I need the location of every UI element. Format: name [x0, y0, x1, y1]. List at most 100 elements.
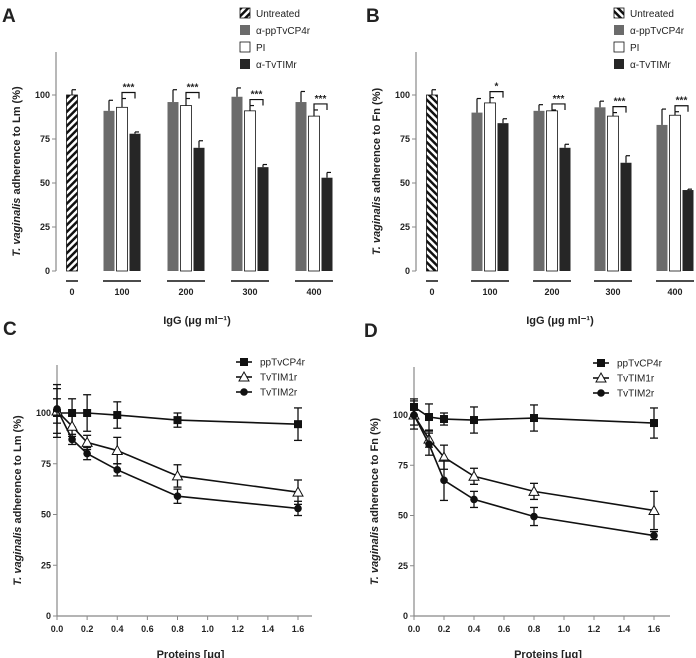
- panel-c: C 0 25 50 75 100 T. vaginalis adherence to Lm …: [3, 319, 312, 658]
- bar-tim: [682, 190, 694, 271]
- marker-square: [83, 409, 92, 417]
- marker-circle: [294, 504, 302, 513]
- marker-circle: [530, 512, 538, 521]
- series-tvtim2r: [410, 400, 658, 541]
- legend-swatch: [239, 7, 251, 19]
- panel-a: A 0 25 50 75 100 T. vaginalis adherence to Lm …: [2, 6, 333, 327]
- marker-circle: [68, 435, 76, 444]
- marker-triangle: [111, 444, 124, 456]
- x-tick-label: 0.8: [528, 624, 541, 634]
- x-tick-label: 0: [429, 287, 434, 297]
- marker-square: [173, 416, 182, 425]
- bar-pi: [546, 110, 558, 272]
- significance-bracket: [551, 103, 566, 110]
- marker-square: [425, 413, 433, 422]
- significance-bracket: [612, 106, 627, 113]
- x-tick-label: 1.2: [588, 624, 601, 634]
- bar-cp4: [471, 112, 483, 271]
- panel-d: D 0 25 50 75 100 T. vaginalis adherence to Fn …: [364, 321, 670, 658]
- bar-cp4: [656, 124, 668, 271]
- legend-swatch: [239, 41, 251, 53]
- x-tick-label: 200: [178, 287, 193, 297]
- bar-pi: [308, 115, 320, 272]
- bar-tim: [257, 167, 269, 271]
- bar-cp4: [594, 107, 606, 271]
- x-axis-label: IgG (μg ml⁻¹): [526, 315, 594, 327]
- x-tick-label: 0.4: [468, 624, 481, 634]
- y-axis-label-rest: adherence to Fn (%): [371, 88, 383, 197]
- significance-label: ***: [676, 96, 688, 107]
- x-tick-label: 300: [605, 287, 620, 297]
- marker-triangle: [81, 436, 93, 447]
- series-line: [413, 414, 655, 512]
- series-pptvcp4r: [410, 398, 658, 439]
- y-axis-label-italic: T. vaginalis: [12, 527, 24, 586]
- legend-label: ppTvCP4r: [260, 358, 306, 369]
- bar-cp4: [231, 96, 243, 271]
- x-tick-label: 100: [482, 287, 497, 297]
- panel-label: B: [366, 6, 380, 27]
- significance-bracket: [674, 105, 689, 112]
- y-tick-label: 50: [41, 510, 51, 520]
- y-tick-label: 0: [403, 611, 408, 621]
- bar-cp4: [103, 110, 115, 271]
- x-tick-label: 1.4: [262, 624, 275, 634]
- significance-bracket: [121, 91, 136, 99]
- y-tick-label: 25: [41, 560, 51, 570]
- y-tick-label: 75: [398, 460, 408, 470]
- panel-label: D: [364, 321, 378, 342]
- series-tvtim2r: [53, 383, 302, 517]
- panel-label: C: [3, 319, 17, 340]
- significance-bracket: [489, 91, 504, 98]
- marker-square: [440, 415, 448, 424]
- y-axis-label: T. vaginalis adherence to Fn (%): [371, 88, 383, 256]
- significance-label: ***: [251, 90, 263, 101]
- x-tick-label: 1.4: [618, 624, 631, 634]
- y-tick-label: 75: [40, 134, 50, 144]
- marker-square: [68, 409, 77, 417]
- x-tick-label: 1.6: [648, 624, 661, 634]
- x-tick-label: 0.6: [498, 624, 511, 634]
- x-tick-label: 1.6: [292, 624, 305, 634]
- y-tick-label: 50: [398, 511, 408, 521]
- legend-swatch: [240, 25, 250, 35]
- y-axis-label-rest: adherence to Lm (%): [12, 415, 24, 527]
- marker-circle: [650, 531, 658, 540]
- bar-cp4: [295, 102, 307, 271]
- legend-label: TvTIM2r: [617, 389, 655, 400]
- significance-label: ***: [123, 83, 135, 94]
- bar-tim: [321, 177, 333, 271]
- bar-tim: [497, 123, 509, 271]
- y-axis-label-italic: T. vaginalis: [371, 196, 383, 255]
- bar-untreated: [426, 94, 438, 272]
- bar-pi: [669, 114, 681, 272]
- x-tick-label: 1.0: [558, 624, 571, 634]
- legend-swatch: [613, 7, 625, 19]
- legend-swatch: [614, 25, 624, 35]
- x-tick-label: 400: [306, 287, 321, 297]
- x-tick-label: 0.6: [141, 624, 154, 634]
- legend-label: Untreated: [256, 9, 300, 20]
- x-tick-label: 300: [242, 287, 257, 297]
- marker-triangle: [292, 486, 304, 497]
- series-line: [413, 414, 655, 537]
- x-tick-label: 0.0: [51, 624, 64, 634]
- legend-label: PI: [256, 43, 265, 54]
- legend-swatch: [614, 59, 624, 69]
- legend-label: ppTvCP4r: [617, 359, 663, 370]
- legend-label: α-ppTvCP4r: [630, 26, 685, 37]
- panel-b: B 0 25 50 75 100 T. vaginalis adherence to Fn …: [366, 6, 694, 327]
- marker-triangle: [595, 371, 607, 383]
- marker-square: [240, 358, 248, 366]
- significance-label: ***: [553, 94, 565, 105]
- significance-label: ***: [187, 83, 199, 94]
- marker-circle: [440, 476, 448, 485]
- significance-label: *: [495, 82, 499, 93]
- marker-square: [530, 414, 538, 423]
- x-tick-label: 0.8: [171, 624, 184, 634]
- marker-triangle: [171, 469, 184, 481]
- y-tick-label: 100: [395, 90, 410, 100]
- legend-label: TvTIM1r: [260, 373, 298, 384]
- bar-cp4: [167, 102, 179, 271]
